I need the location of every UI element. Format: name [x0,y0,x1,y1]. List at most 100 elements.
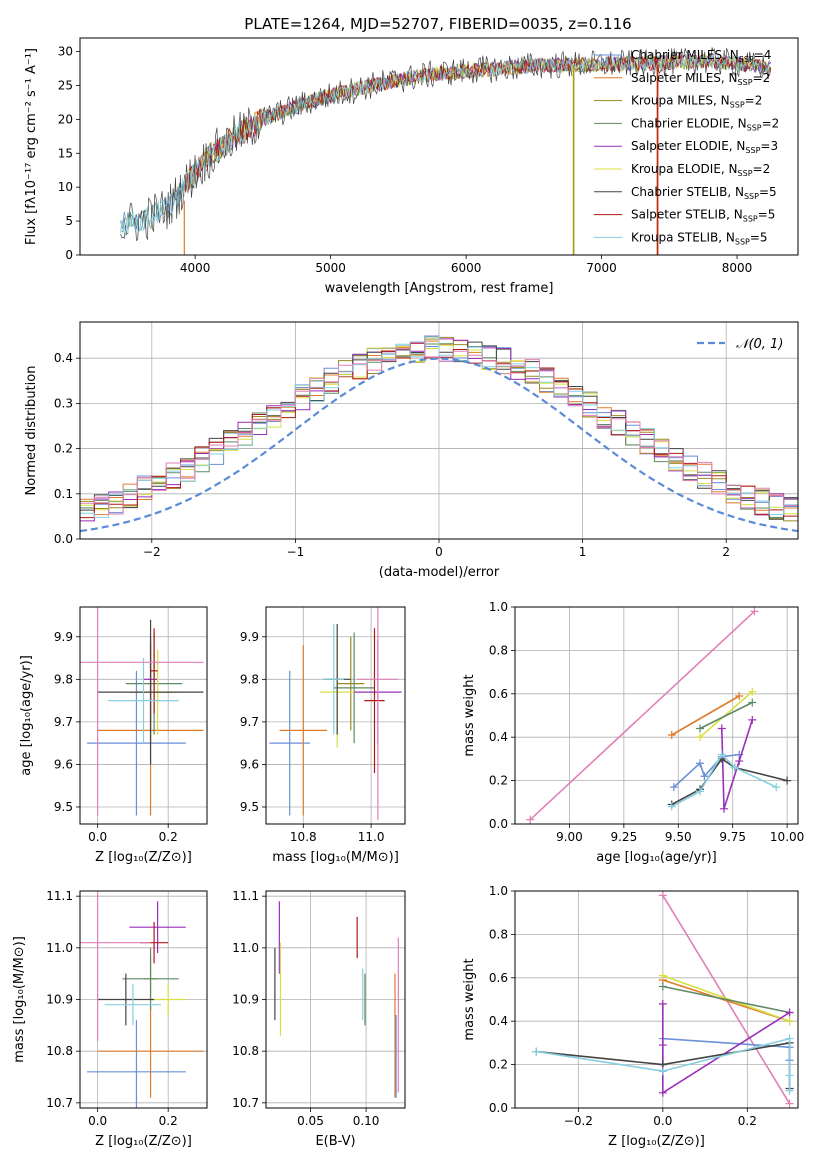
histogram-series-9 [80,342,798,515]
mass_vs_Z-ytick-label: 11.0 [46,941,73,955]
mass_weight_vs_age-ytick-label: 0.8 [489,643,508,657]
mass_weight_vs_Z-series-5 [662,1003,791,1095]
mass_weight_vs_Z-ylabel: mass weight [462,958,477,1040]
mass_weight_vs_Z-marker [658,999,667,1008]
mass_weight_vs_age-series-3 [699,701,753,730]
spectrum-legend-label: Chabrier STELIB, NSSP=5 [631,185,777,201]
mass_vs_ebv-ytick-label: 11.0 [232,941,259,955]
age_vs_Z-frame [79,606,208,825]
mass_weight_vs_age-ytick-label: 0.4 [489,730,508,744]
mass_vs_ebv-xlabel: E(B-V) [315,1134,355,1149]
mass_vs_ebv-panel: 0.05 0.10 10.7 10.8 10.9 11.0 11.1 E(B-V) [232,889,406,1149]
age_vs_mass-ytick-label: 9.8 [240,672,259,686]
mass_weight_vs_age-marker [748,698,757,707]
mass_weight_vs_age-series-2 [699,690,753,738]
residual_histogram-xtick-label: 2 [722,545,730,559]
residual_histogram-xtick-label: 1 [579,545,587,559]
residual_histogram-plot-area [80,322,798,539]
residual_histogram-xtick-label: −2 [143,545,161,559]
mass_vs_Z-panel: 0.0 0.2 10.7 10.8 10.9 11.0 11.1 Z [log₁₀(Z/Z⊙)… [12,889,208,1149]
mass_weight_vs_age-marker [735,691,744,700]
mass_weight_vs_age-xlabel: age [log₁₀(age/yr)] [596,850,717,865]
mass_weight_vs_age-marker [719,804,728,813]
mass_vs_Z-ytick-label: 10.7 [46,1096,73,1110]
age_vs_Z-xtick-label: 0.0 [88,830,107,844]
spectrum-xtick-label: 5000 [315,261,346,275]
mass_vs_Z-xlabel: Z [log₁₀(Z/Z⊙)] [95,1134,192,1149]
mass_weight_vs_age-marker [696,759,705,768]
residual_histogram-ytick-label: 0.4 [54,351,73,365]
mass_weight_vs_age-marker [730,763,739,772]
mass_vs_Z-xtick-label: 0.0 [88,1114,107,1128]
age_vs_mass-ytick-label: 9.9 [240,630,259,644]
spectrum-legend-label: Kroupa MILES, NSSP=2 [631,94,762,110]
age_vs_Z-xtick-label: 0.2 [159,830,178,844]
mass_weight_vs_age-xtick-label: 10.00 [770,830,804,844]
mass_weight_vs_age-panel: 9.00 9.25 9.50 9.75 10.00 0.0 0.2 0.4 0.6 0.8 1.0 a… [462,600,804,865]
spectrum-frame [79,37,799,256]
spectrum-ytick-label: 10 [58,180,73,194]
mass_weight_vs_Z-series-3 [662,985,790,1014]
spectrum-legend-label: Kroupa ELODIE, NSSP=2 [631,162,770,178]
normal-curve [80,357,798,533]
mass_weight_vs_age-marker [750,607,759,616]
mass_vs_ebv-ytick-label: 10.8 [232,1044,259,1058]
mass_weight_vs_Z-plot-area [515,891,798,1108]
spectrum-legend-label: Salpeter STELIB, NSSP=5 [631,208,775,224]
mass_weight_vs_age-xtick-label: 9.75 [719,830,746,844]
residual_histogram-xlabel: (data-model)/error [379,565,500,580]
mass_weight_vs_age-series-0 [529,610,756,821]
age_vs_Z-ytick-label: 9.9 [54,630,73,644]
mass_weight_vs_Z-xtick-label: 0.0 [653,1114,672,1128]
mass_weight_vs_age-ytick-label: 0.0 [489,817,508,831]
age_vs_Z-plot-area [80,607,207,824]
age_vs_mass-panel: 10.8 11.0 9.5 9.6 9.7 9.8 9.9 mass [log₁₀(M/M⊙)… [240,606,406,865]
mass_vs_ebv-ytick-label: 11.1 [232,889,259,903]
mass_weight_vs_Z-marker [785,1071,794,1080]
spectrum-legend-label: Salpeter ELODIE, NSSP=3 [631,139,778,155]
residual_histogram-ytick-label: 0.0 [54,532,73,546]
residual_histogram-ylabel: Normed distribution [24,366,39,496]
mass_weight_vs_age-marker [717,750,726,759]
mass_weight_vs_Z-marker [785,1086,794,1095]
mass_weight_vs_Z-marker [785,1017,794,1026]
mass_weight_vs_Z-marker [658,1088,667,1097]
histogram-series-8 [80,335,798,518]
residual_histogram-ytick-label: 0.2 [54,442,73,456]
spectrum-ytick-label: 25 [58,78,73,92]
age_vs_mass-plot-area [266,607,405,824]
mass_weight_vs_Z-ytick-label: 1.0 [489,884,508,898]
mass_weight_vs_age-marker [783,776,792,785]
residual_histogram-panel: −2 −1 0 1 2 0.0 0.1 0.2 0.3 0.4 (data-model)/error… [24,321,799,580]
mass_weight_vs_Z-frame [514,890,799,1109]
age_vs_mass-xtick-label: 10.8 [290,830,317,844]
mass_weight_vs_Z-marker [658,982,667,991]
mass_weight_vs_Z-marker [658,1041,667,1050]
spectrum-series-7 [183,53,772,193]
spectrum-xtick-label: 8000 [722,261,753,275]
mass_weight_vs_age-series-5 [721,719,754,810]
age_vs_mass-xtick-label: 11.0 [358,830,385,844]
mass_weight_vs_Z-marker [785,1034,794,1043]
mass_weight_vs_age-ytick-label: 1.0 [489,600,508,614]
mass_weight_vs_Z-marker [658,971,667,980]
spectrum-series-8 [120,54,771,236]
age_vs_mass-ytick-label: 9.5 [240,800,259,814]
mass_vs_Z-ytick-label: 10.9 [46,993,73,1007]
spectrum-legend-label: Kroupa STELIB, NSSP=5 [631,230,768,246]
mass_vs_ebv-frame [265,890,406,1109]
residual_histogram-xtick-label: −1 [287,545,305,559]
mass_weight_vs_age-marker [669,783,678,792]
mass_weight_vs_age-marker [717,724,726,733]
spectrum-ytick-label: 30 [58,45,73,59]
residual_histogram-ytick-label: 0.3 [54,396,73,410]
residual_histogram-ytick-label: 0.1 [54,487,73,501]
mass_weight_vs_age-xtick-label: 9.50 [665,830,692,844]
mass_weight_vs_Z-ytick-label: 0.0 [489,1101,508,1115]
age_vs_mass-ytick-label: 9.7 [240,715,259,729]
figure-title: PLATE=1264, MJD=52707, FIBERID=0035, z=0… [244,15,631,33]
mass_weight_vs_age-marker [667,731,676,740]
spectrum-legend-label: Chabrier MILES, NSSP=4 [631,48,771,64]
spectrum-plot-area [120,47,772,255]
